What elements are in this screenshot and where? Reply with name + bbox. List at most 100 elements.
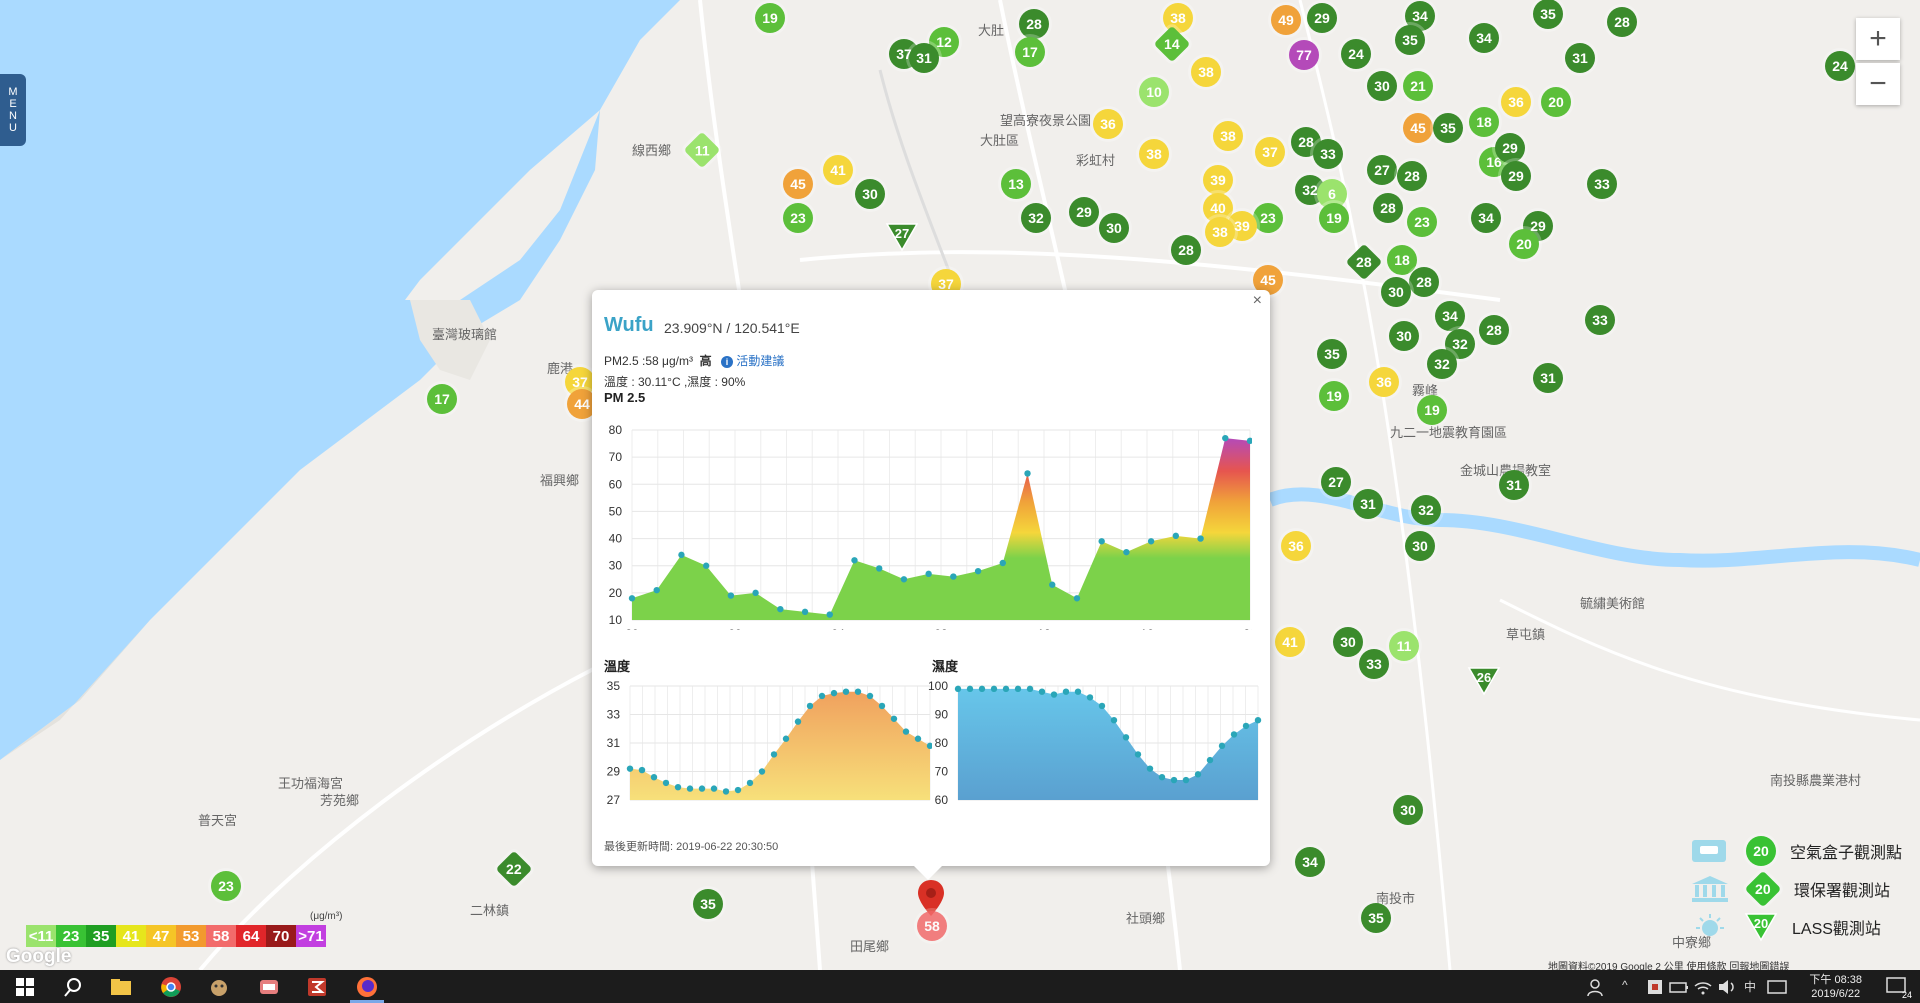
airbox-station-marker[interactable]: 28	[1019, 9, 1049, 39]
airbox-station-marker[interactable]: 17	[1015, 37, 1045, 67]
data-point[interactable]	[626, 765, 634, 772]
airbox-station-marker[interactable]: 31	[1565, 43, 1595, 73]
data-point[interactable]	[978, 685, 986, 693]
data-point[interactable]	[782, 735, 790, 742]
data-point[interactable]	[999, 559, 1006, 567]
airbox-station-marker[interactable]: 19	[1417, 395, 1447, 425]
data-point[interactable]	[818, 692, 826, 700]
notification-center[interactable]: 24	[1884, 976, 1912, 1000]
data-point[interactable]	[1049, 581, 1056, 588]
data-point[interactable]	[1134, 751, 1142, 758]
airbox-station-marker[interactable]: 31	[1499, 470, 1529, 500]
airbox-station-marker[interactable]: 27	[1367, 155, 1397, 185]
data-point[interactable]	[866, 692, 874, 700]
airbox-station-marker[interactable]: 45	[783, 169, 813, 199]
airbox-station-marker[interactable]: 27	[1321, 467, 1351, 497]
data-point[interactable]	[1218, 742, 1226, 750]
data-point[interactable]	[1098, 538, 1105, 545]
data-point[interactable]	[1194, 771, 1202, 778]
airbox-station-marker[interactable]: 30	[1381, 277, 1411, 307]
airbox-station-marker[interactable]: 39	[1203, 165, 1233, 195]
data-point[interactable]	[876, 565, 883, 572]
airbox-station-marker[interactable]: 31	[1353, 489, 1383, 519]
airbox-station-marker[interactable]: 33	[1313, 139, 1343, 169]
app-icon[interactable]	[208, 976, 230, 998]
airbox-station-marker[interactable]: 35	[1395, 25, 1425, 55]
airbox-station-marker[interactable]: 13	[1001, 169, 1031, 199]
data-point[interactable]	[801, 608, 809, 616]
data-point[interactable]	[1146, 765, 1154, 772]
data-point[interactable]	[1254, 717, 1262, 724]
airbox-station-marker[interactable]: 30	[1367, 71, 1397, 101]
airbox-station-marker[interactable]: 24	[1825, 51, 1855, 81]
airbox-station-marker[interactable]: 29	[1495, 133, 1525, 163]
data-point[interactable]	[950, 573, 957, 580]
data-point[interactable]	[752, 589, 759, 597]
airbox-station-marker[interactable]: 77	[1289, 40, 1319, 70]
airbox-station-marker[interactable]: 28	[1171, 235, 1201, 265]
airbox-station-marker[interactable]: 38	[1139, 139, 1169, 169]
data-point[interactable]	[722, 788, 730, 795]
data-point[interactable]	[914, 735, 922, 742]
data-point[interactable]	[1098, 702, 1106, 710]
data-point[interactable]	[1122, 734, 1130, 741]
data-point[interactable]	[746, 779, 754, 787]
data-point[interactable]	[727, 592, 735, 599]
menu-tab[interactable]: M E N U	[0, 74, 26, 146]
data-point[interactable]	[826, 611, 833, 618]
airbox-station-marker[interactable]: 36	[1501, 87, 1531, 117]
data-point[interactable]	[794, 718, 802, 725]
airbox-station-marker[interactable]: 29	[1069, 197, 1099, 227]
data-point[interactable]	[1242, 722, 1250, 730]
airbox-station-marker[interactable]: 36	[1369, 367, 1399, 397]
airbox-station-marker[interactable]: 33	[1585, 305, 1615, 335]
airbox-station-marker[interactable]: 29	[1307, 3, 1337, 33]
app-icon[interactable]	[306, 976, 328, 998]
data-point[interactable]	[830, 689, 838, 697]
data-point[interactable]	[1026, 685, 1034, 693]
data-point[interactable]	[842, 688, 850, 695]
data-point[interactable]	[686, 785, 694, 792]
airbox-station-marker[interactable]: 34	[1295, 847, 1325, 877]
airbox-station-marker[interactable]: 19	[1319, 381, 1349, 411]
airbox-station-marker[interactable]: 33	[1359, 649, 1389, 679]
airbox-station-marker[interactable]: 20	[1541, 87, 1571, 117]
airbox-station-marker[interactable]: 32	[1021, 203, 1051, 233]
battery-icon[interactable]	[1668, 976, 1690, 998]
airbox-station-marker[interactable]: 21	[1403, 71, 1433, 101]
data-point[interactable]	[974, 567, 982, 575]
data-point[interactable]	[902, 728, 910, 735]
airbox-station-marker[interactable]: 32	[1427, 349, 1457, 379]
data-point[interactable]	[890, 715, 898, 722]
airbox-station-marker[interactable]: 30	[1099, 213, 1129, 243]
data-point[interactable]	[851, 557, 858, 564]
airbox-station-marker[interactable]: 19	[1319, 203, 1349, 233]
airbox-station-marker[interactable]: 28	[1397, 161, 1427, 191]
data-point[interactable]	[1230, 731, 1238, 738]
data-point[interactable]	[710, 785, 718, 792]
activity-advice-link[interactable]: i 活動建議	[720, 354, 784, 368]
data-point[interactable]	[698, 785, 706, 792]
keyboard-icon[interactable]	[1766, 976, 1788, 998]
airbox-station-marker[interactable]: 49	[1271, 5, 1301, 35]
airbox-station-marker[interactable]: 30	[1405, 531, 1435, 561]
airbox-station-marker[interactable]: 20	[1509, 229, 1539, 259]
data-point[interactable]	[1050, 691, 1058, 698]
data-point[interactable]	[674, 783, 682, 791]
data-point[interactable]	[638, 766, 646, 774]
airbox-station-marker[interactable]: 38	[1163, 3, 1193, 33]
map-canvas[interactable]: 線西鄉 臺灣玻璃館 鹿港 福興鄉 芳苑鄉 二林鎮 王功福海宮 普天宮 田尾鄉 社頭鄉 南投市 草屯鎮大…	[0, 0, 1920, 970]
data-point[interactable]	[702, 562, 710, 569]
airbox-station-marker[interactable]: 35	[1533, 0, 1563, 29]
airbox-station-marker[interactable]: 38	[1213, 121, 1243, 151]
airbox-station-marker[interactable]: 35	[1433, 113, 1463, 143]
airbox-station-marker[interactable]: 35	[693, 889, 723, 919]
ime-indicator[interactable]: 中	[1744, 980, 1757, 994]
airbox-station-marker[interactable]: 23	[1407, 207, 1437, 237]
data-point[interactable]	[653, 586, 660, 594]
lass-station-marker[interactable]: 27	[885, 222, 919, 252]
data-point[interactable]	[758, 768, 766, 775]
airbox-station-marker[interactable]: 23	[1253, 203, 1283, 233]
airbox-station-marker[interactable]: 34	[1435, 301, 1465, 331]
data-point[interactable]	[925, 570, 932, 578]
